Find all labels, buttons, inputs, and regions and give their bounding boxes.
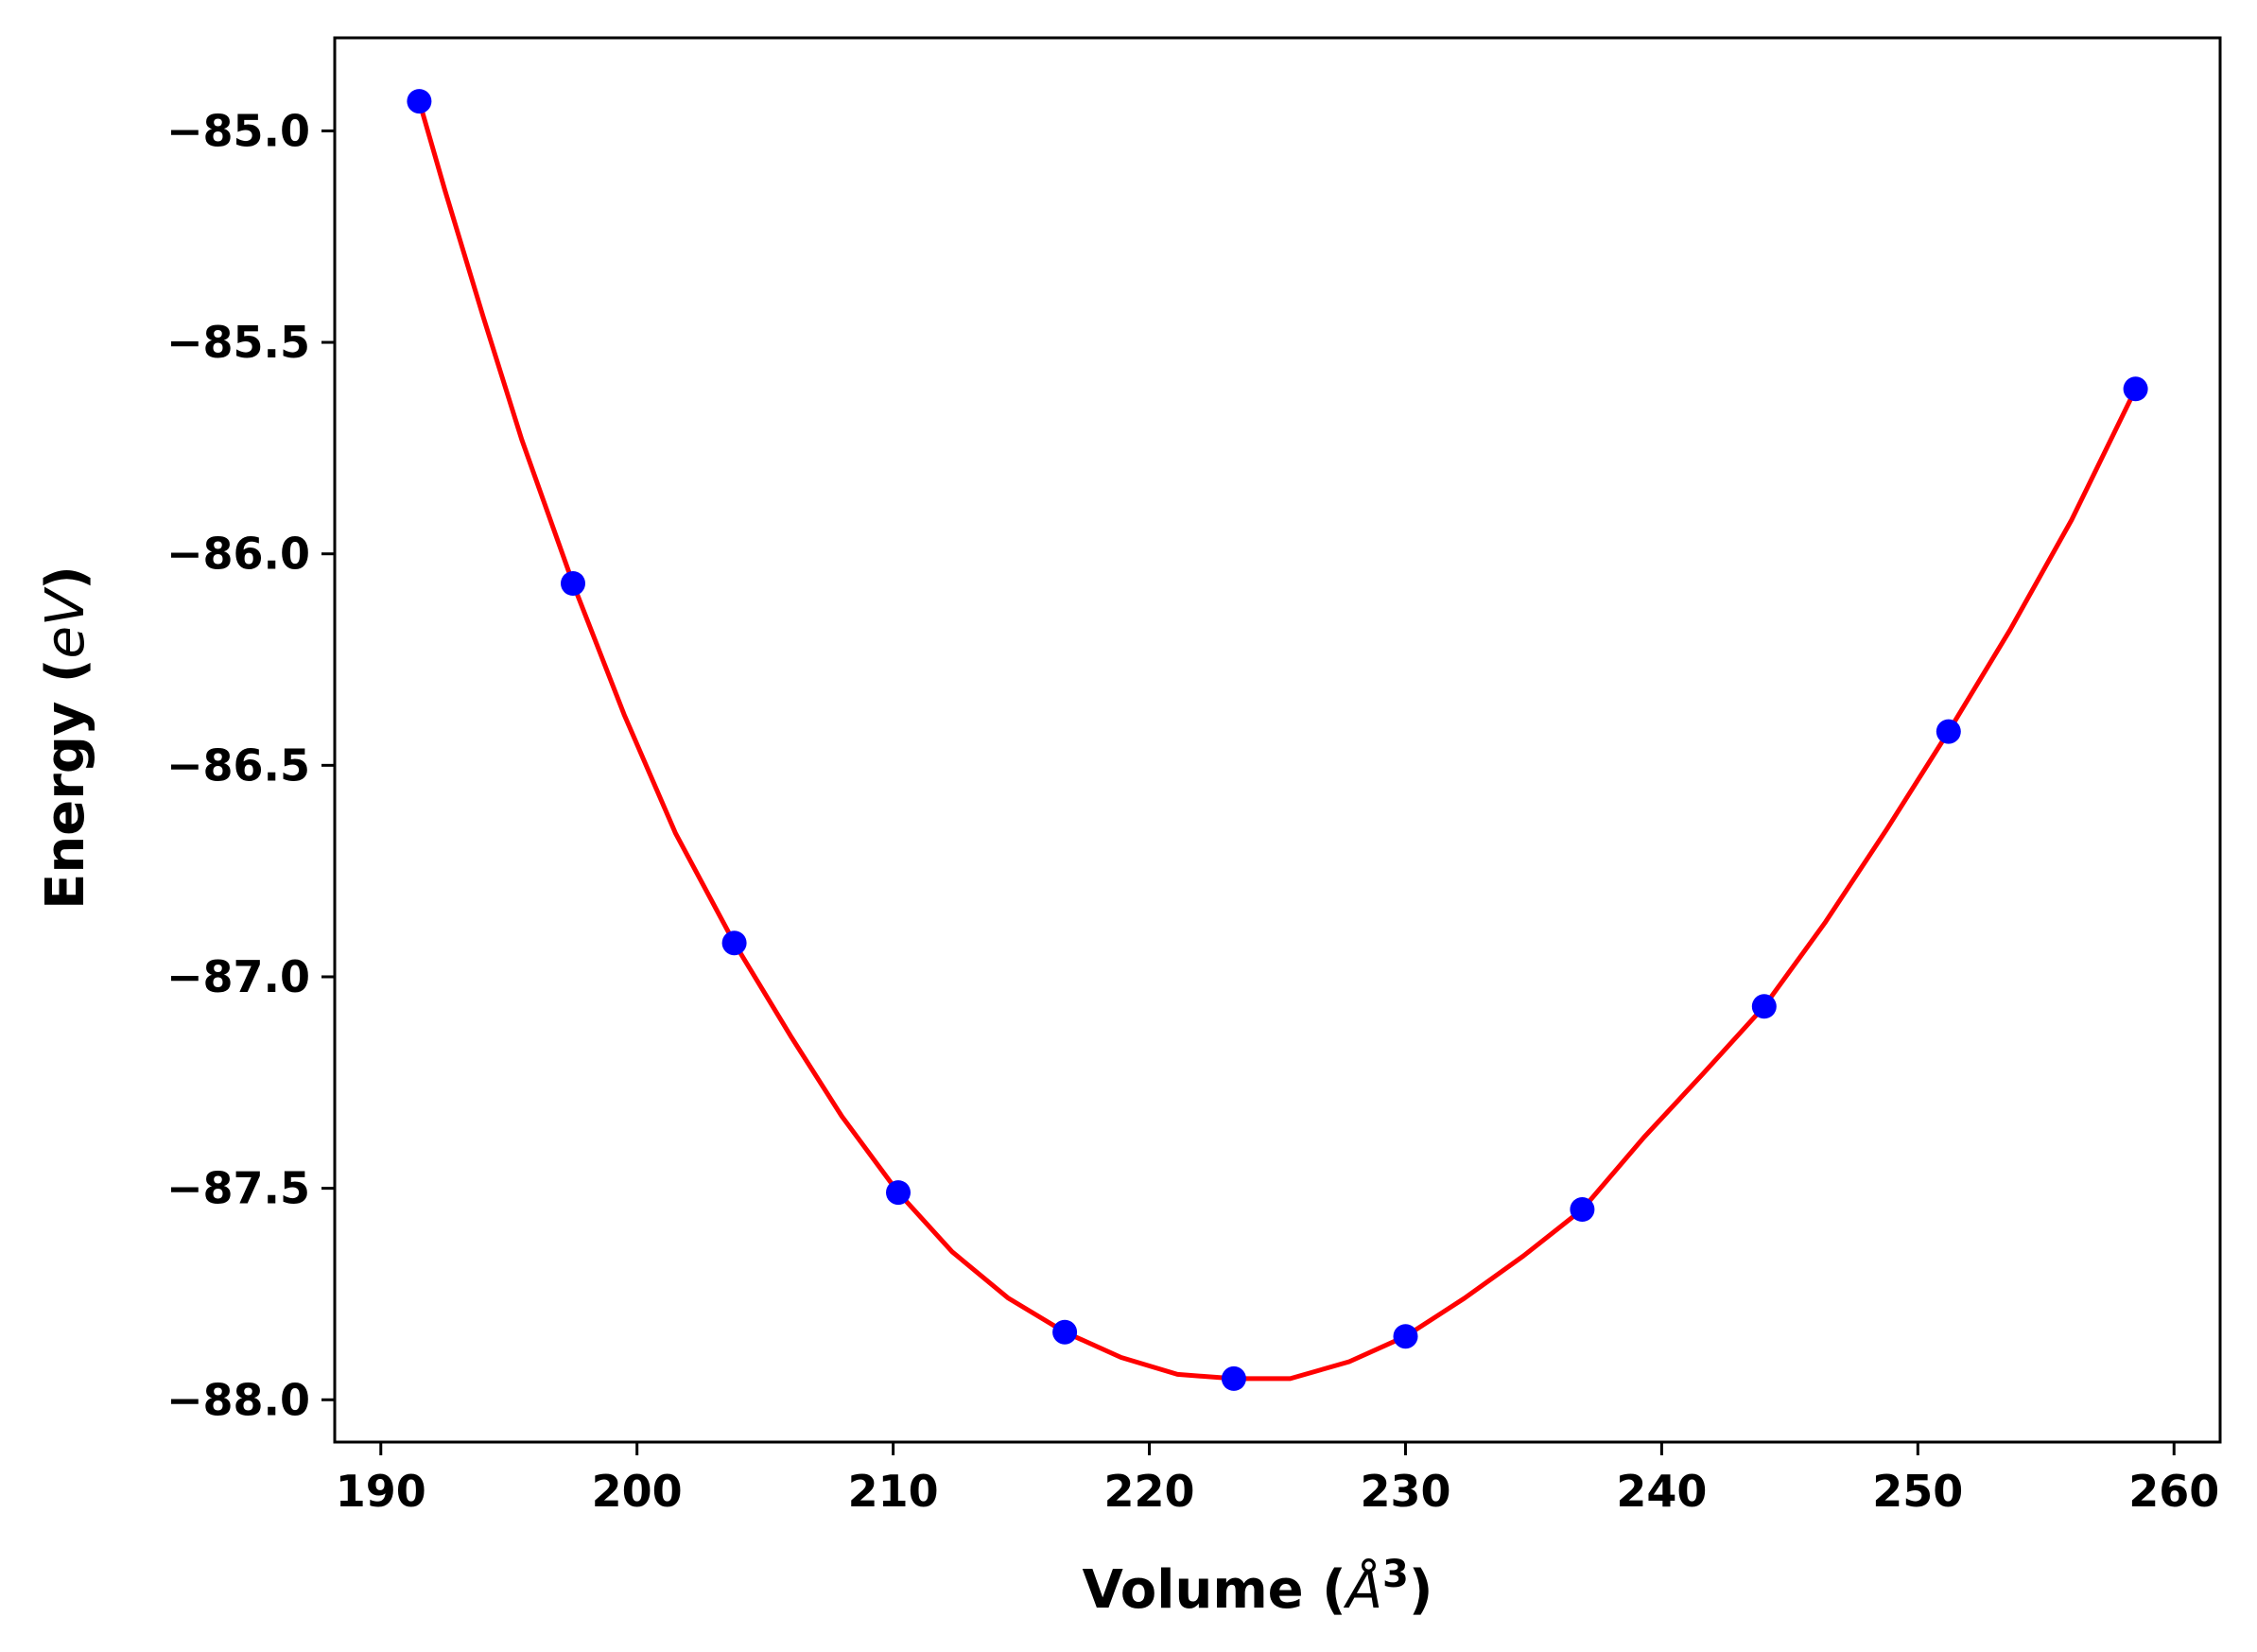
x-tick-label: 190 xyxy=(336,1466,426,1517)
y-tick-label: −85.5 xyxy=(166,317,310,368)
data-points-layer xyxy=(407,89,2148,1391)
x-tick-label: 230 xyxy=(1360,1466,1450,1517)
y-axis-ticks: −85.0 −85.5 −86.0 −86.5 −87.0 −87.5 −88.0 xyxy=(166,105,335,1425)
x-tick-label: 210 xyxy=(848,1466,939,1517)
y-axis-label: Energy (eV) xyxy=(35,565,96,910)
plot-frame xyxy=(333,36,2222,1444)
x-axis-ticks: 190 200 210 220 230 240 250 260 xyxy=(336,1442,2219,1517)
y-axis-label-text: Energy ( xyxy=(35,658,96,909)
y-tick-label: −87.5 xyxy=(166,1163,310,1214)
data-point xyxy=(2123,376,2148,402)
x-tick-label: 260 xyxy=(2128,1466,2219,1517)
fit-curve-line xyxy=(416,98,2139,1382)
y-axis-label-close: ) xyxy=(35,565,96,590)
data-point xyxy=(721,930,747,956)
x-axis-label: Volume (Å3) xyxy=(1083,1553,1433,1621)
y-axis-label-symbol: eV xyxy=(35,586,96,658)
fit-curve-layer xyxy=(416,98,2139,1382)
x-axis-label-text: Volume ( xyxy=(1083,1559,1346,1621)
data-point xyxy=(1393,1324,1418,1349)
data-point xyxy=(1570,1197,1595,1222)
x-axis-label-power: 3 xyxy=(1382,1553,1409,1596)
y-tick-label: −87.0 xyxy=(166,951,310,1002)
x-axis-label-close: ) xyxy=(1409,1559,1433,1621)
data-point xyxy=(407,89,432,114)
x-tick-label: 220 xyxy=(1104,1466,1195,1517)
x-axis-label-symbol: Å xyxy=(1344,1558,1382,1621)
data-point xyxy=(1052,1319,1078,1345)
data-point xyxy=(886,1180,911,1206)
y-tick-label: −88.0 xyxy=(166,1374,310,1425)
y-tick-label: −86.0 xyxy=(166,529,310,580)
y-tick-label: −86.5 xyxy=(166,739,310,791)
x-tick-label: 200 xyxy=(592,1466,683,1517)
data-point xyxy=(561,571,585,596)
data-point xyxy=(1751,994,1777,1019)
data-point xyxy=(1221,1365,1246,1391)
x-tick-label: 250 xyxy=(1872,1466,1963,1517)
y-tick-label: −85.0 xyxy=(166,105,310,156)
x-tick-label: 240 xyxy=(1616,1466,1707,1517)
data-point xyxy=(1936,719,1961,744)
